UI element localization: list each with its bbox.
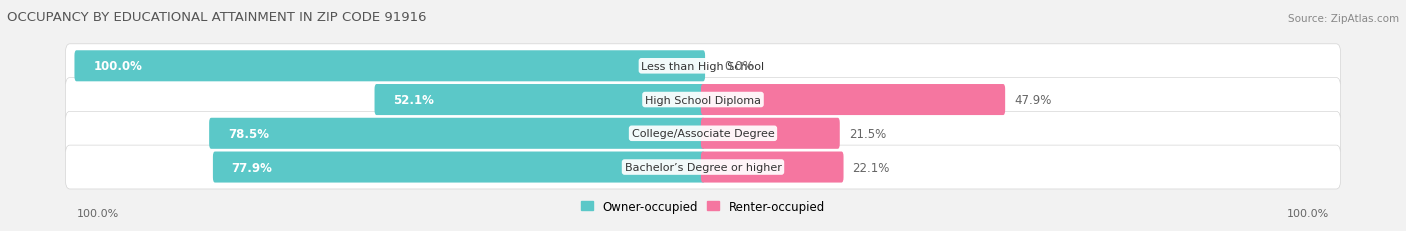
Text: Source: ZipAtlas.com: Source: ZipAtlas.com: [1288, 14, 1399, 24]
Text: High School Diploma: High School Diploma: [645, 95, 761, 105]
Text: 77.9%: 77.9%: [232, 161, 273, 174]
FancyBboxPatch shape: [209, 118, 704, 149]
Text: 100.0%: 100.0%: [93, 60, 142, 73]
Legend: Owner-occupied, Renter-occupied: Owner-occupied, Renter-occupied: [576, 195, 830, 217]
FancyBboxPatch shape: [702, 118, 839, 149]
FancyBboxPatch shape: [66, 112, 1340, 155]
Text: 0.0%: 0.0%: [724, 60, 754, 73]
FancyBboxPatch shape: [66, 78, 1340, 122]
Text: OCCUPANCY BY EDUCATIONAL ATTAINMENT IN ZIP CODE 91916: OCCUPANCY BY EDUCATIONAL ATTAINMENT IN Z…: [7, 11, 426, 24]
FancyBboxPatch shape: [66, 146, 1340, 189]
FancyBboxPatch shape: [66, 45, 1340, 88]
Text: College/Associate Degree: College/Associate Degree: [631, 129, 775, 139]
Text: 22.1%: 22.1%: [852, 161, 890, 174]
FancyBboxPatch shape: [75, 51, 704, 82]
FancyBboxPatch shape: [374, 85, 704, 116]
Text: 47.9%: 47.9%: [1014, 94, 1052, 106]
Text: Less than High School: Less than High School: [641, 61, 765, 71]
Text: 100.0%: 100.0%: [76, 209, 118, 219]
Text: 78.5%: 78.5%: [228, 127, 269, 140]
Text: 21.5%: 21.5%: [849, 127, 886, 140]
FancyBboxPatch shape: [702, 152, 844, 183]
FancyBboxPatch shape: [702, 85, 1005, 116]
Text: Bachelor’s Degree or higher: Bachelor’s Degree or higher: [624, 162, 782, 172]
Text: 52.1%: 52.1%: [394, 94, 434, 106]
FancyBboxPatch shape: [212, 152, 704, 183]
Text: 100.0%: 100.0%: [1288, 209, 1330, 219]
